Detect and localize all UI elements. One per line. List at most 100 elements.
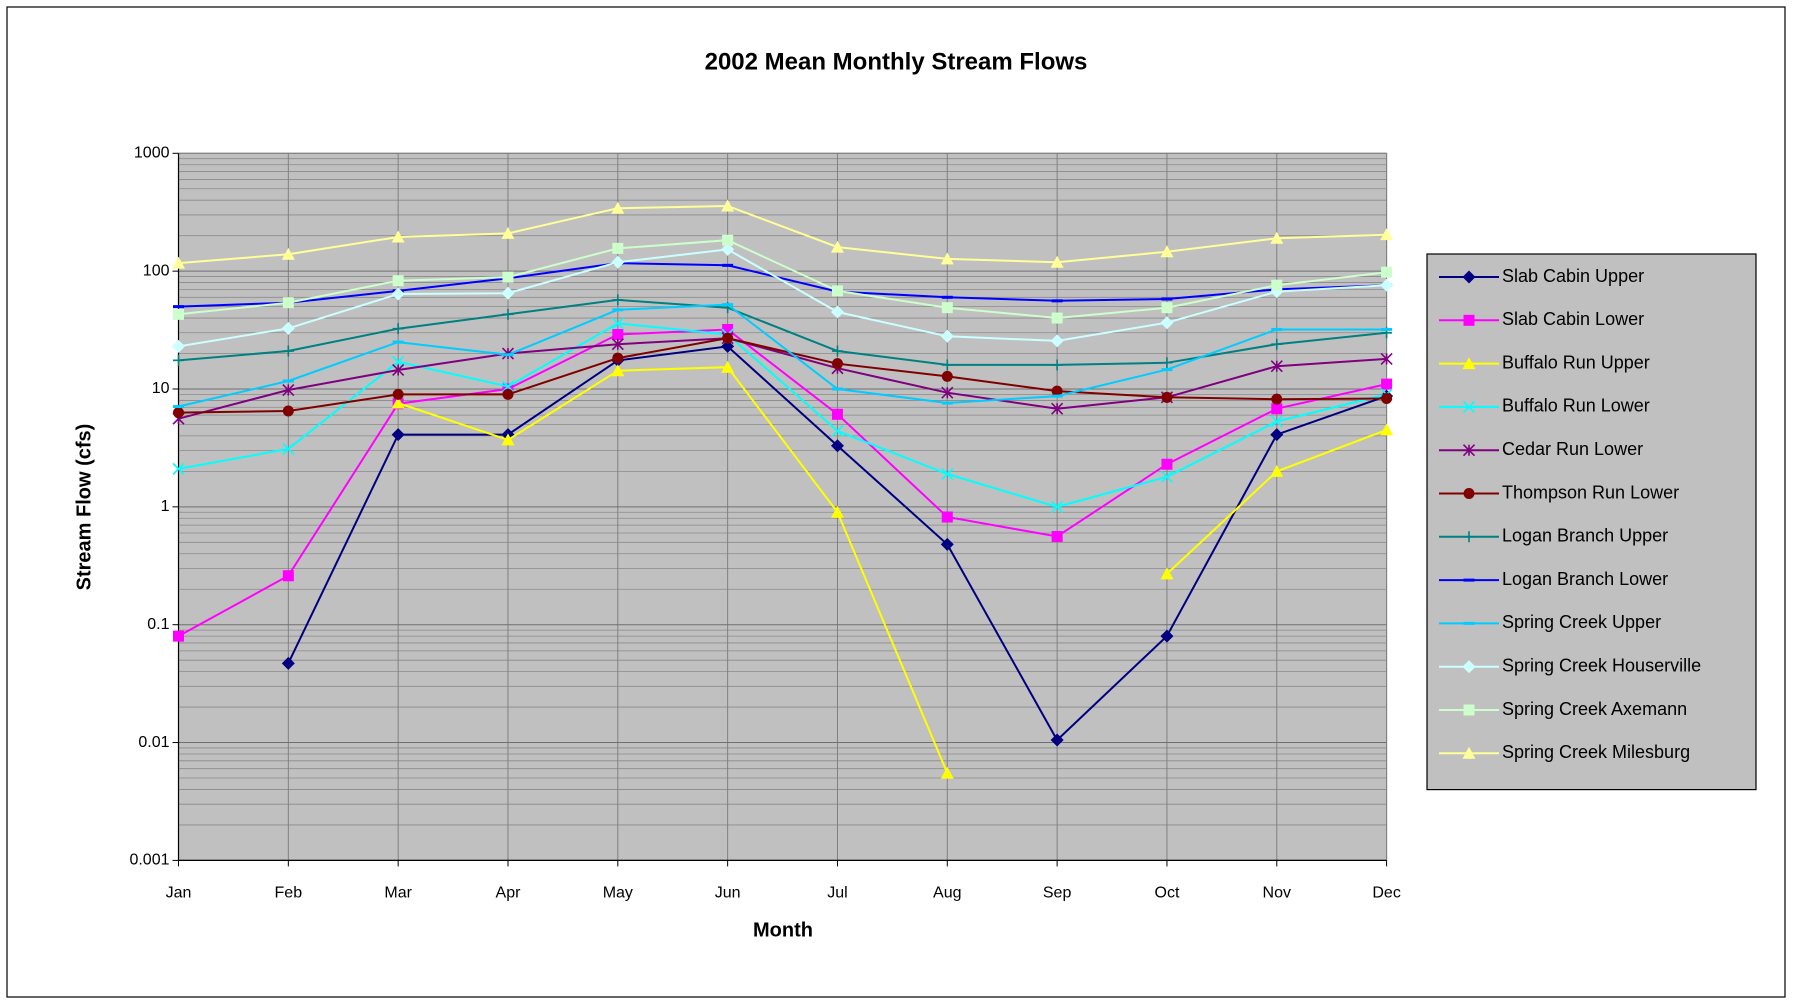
marker bbox=[1160, 629, 1174, 643]
marker bbox=[941, 370, 953, 382]
y-tick-label: 0.01 bbox=[138, 734, 169, 751]
marker bbox=[612, 242, 624, 254]
marker bbox=[1381, 378, 1393, 390]
marker bbox=[501, 226, 515, 239]
marker bbox=[281, 321, 295, 335]
x-tick-label: Apr bbox=[496, 885, 522, 902]
marker bbox=[173, 308, 184, 320]
marker bbox=[611, 317, 624, 330]
marker bbox=[612, 294, 624, 306]
marker bbox=[941, 511, 953, 523]
marker bbox=[722, 332, 734, 344]
marker bbox=[611, 364, 625, 377]
marker bbox=[1161, 391, 1173, 403]
series-line bbox=[178, 204, 1387, 265]
y-tick-label: 0.001 bbox=[129, 852, 169, 869]
marker bbox=[173, 630, 184, 642]
marker bbox=[1161, 458, 1173, 470]
marker bbox=[1381, 266, 1393, 278]
marker bbox=[1380, 423, 1394, 436]
marker bbox=[831, 285, 843, 297]
marker bbox=[1271, 279, 1283, 291]
legend-label: Slab Cabin Upper bbox=[1502, 266, 1644, 286]
marker bbox=[941, 386, 954, 399]
marker bbox=[830, 240, 844, 253]
marker bbox=[1380, 228, 1394, 241]
marker bbox=[282, 345, 294, 357]
marker bbox=[282, 383, 295, 397]
legend-label: Spring Creek Milesburg bbox=[1502, 742, 1690, 762]
marker bbox=[392, 275, 404, 287]
marker bbox=[502, 308, 514, 320]
series-line bbox=[178, 303, 1387, 408]
marker bbox=[1270, 428, 1284, 442]
y-tick-label: 0.1 bbox=[147, 616, 169, 633]
legend-label: Spring Creek Upper bbox=[1502, 612, 1661, 632]
legend-box bbox=[1426, 253, 1757, 791]
marker bbox=[611, 201, 625, 214]
marker bbox=[392, 323, 404, 335]
legend-label: Spring Creek Axemann bbox=[1502, 699, 1687, 719]
marker bbox=[1270, 360, 1283, 373]
marker bbox=[1462, 270, 1476, 284]
y-tick-label: 10 bbox=[152, 380, 170, 397]
marker bbox=[501, 433, 515, 446]
marker bbox=[611, 255, 625, 269]
marker bbox=[173, 354, 184, 366]
x-tick-label: Jan bbox=[166, 885, 192, 902]
marker bbox=[172, 462, 185, 475]
marker bbox=[1050, 334, 1064, 348]
marker bbox=[1380, 278, 1394, 292]
marker bbox=[1462, 660, 1476, 674]
series-line bbox=[178, 248, 1387, 348]
marker bbox=[831, 345, 843, 357]
marker bbox=[722, 234, 734, 246]
series-line bbox=[178, 328, 1387, 637]
series-line bbox=[178, 337, 1387, 414]
marker bbox=[1271, 393, 1283, 405]
marker bbox=[1160, 316, 1174, 330]
legend-label: Buffalo Run Lower bbox=[1502, 396, 1650, 416]
legend-label: Logan Branch Lower bbox=[1502, 569, 1668, 589]
marker bbox=[281, 656, 295, 670]
marker bbox=[1051, 531, 1063, 543]
y-tick-label: 1000 bbox=[134, 145, 170, 162]
marker bbox=[173, 407, 184, 419]
x-tick-label: Sep bbox=[1043, 885, 1072, 902]
marker bbox=[1160, 245, 1174, 258]
marker bbox=[1463, 488, 1475, 499]
series-line bbox=[178, 337, 1387, 420]
marker bbox=[941, 467, 954, 481]
marker bbox=[940, 329, 954, 343]
x-tick-label: May bbox=[603, 885, 633, 902]
x-tick-label: Aug bbox=[933, 885, 961, 902]
x-tick-label: Oct bbox=[1155, 885, 1180, 902]
marker bbox=[391, 396, 405, 409]
marker bbox=[1051, 500, 1064, 513]
y-axis-title: Stream Flow (cfs) bbox=[73, 424, 95, 591]
marker bbox=[502, 388, 514, 400]
x-tick-label: Jun bbox=[715, 885, 741, 902]
marker bbox=[721, 339, 735, 353]
marker bbox=[501, 380, 515, 393]
marker bbox=[1381, 393, 1393, 405]
x-tick-label: Mar bbox=[384, 885, 412, 902]
marker bbox=[940, 537, 954, 551]
marker bbox=[501, 286, 515, 300]
marker bbox=[1050, 733, 1064, 747]
marker bbox=[1161, 302, 1173, 314]
x-axis-title: Month bbox=[753, 919, 813, 941]
marker bbox=[1462, 746, 1476, 759]
marker bbox=[1380, 352, 1393, 365]
marker bbox=[1160, 567, 1174, 580]
marker bbox=[1462, 357, 1476, 370]
marker bbox=[172, 256, 185, 269]
marker bbox=[1270, 415, 1283, 428]
marker bbox=[282, 442, 295, 456]
marker bbox=[940, 766, 954, 779]
marker bbox=[612, 352, 624, 364]
marker bbox=[1462, 444, 1476, 457]
chart-title: 2002 Mean Monthly Stream Flows bbox=[705, 48, 1088, 75]
marker bbox=[281, 247, 295, 260]
